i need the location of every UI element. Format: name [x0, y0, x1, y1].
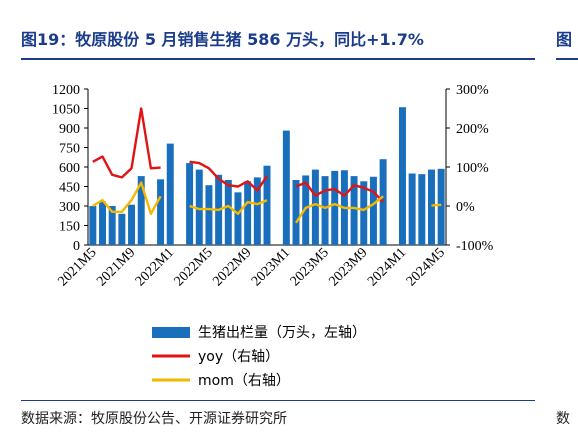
x-tick-label: 2023M1 [249, 245, 293, 289]
bar [321, 176, 329, 245]
bar [234, 192, 242, 245]
bar [418, 174, 426, 245]
mom-line [92, 181, 162, 216]
yoy-line [189, 160, 268, 192]
bar [302, 175, 310, 245]
bar [108, 206, 116, 245]
mom-line [294, 195, 384, 224]
bar [195, 169, 203, 245]
left-tick-label: 150 [59, 220, 80, 235]
mom-line [189, 199, 268, 216]
bar [311, 169, 319, 245]
bar [205, 185, 213, 245]
bar [118, 213, 126, 245]
x-tick-label: 2024M1 [365, 245, 409, 289]
bar [263, 165, 271, 245]
bar [166, 143, 174, 245]
source-rule [21, 400, 535, 401]
title-rule [21, 58, 535, 60]
bar [244, 181, 252, 245]
left-tick-label: 0 [73, 239, 80, 254]
legend-label: yoy（右轴） [198, 349, 279, 365]
right-tick-label: -100% [456, 239, 494, 254]
mom-line [431, 203, 442, 207]
source-note: 数据来源：牧原股份公告、开源证券研究所 [21, 411, 287, 427]
plot-area: 0 150 300 450 600 750 900 1050 1200 -100% 0% 100% 20… [52, 83, 494, 289]
legend-label: mom（右轴） [198, 373, 290, 389]
bar [428, 169, 435, 245]
right-tick-label: 200% [456, 122, 489, 137]
bar [186, 163, 194, 245]
left-tick-label: 1200 [52, 83, 80, 98]
bar [282, 130, 290, 245]
yoy-line [295, 181, 384, 203]
x-tick-label: 2022M1 [133, 245, 177, 289]
x-tick-label: 2023M5 [288, 245, 332, 289]
chart-title: 图19：牧原股份 5 月销售生猪 586 万头，同比+1.7% [21, 30, 424, 49]
legend: 生猪出栏量（万头，左轴） yoy（右轴） mom（右轴） [152, 325, 366, 389]
bar [408, 173, 416, 245]
left-tick-label: 600 [59, 161, 80, 176]
next-panel-rule [556, 58, 578, 60]
right-tick-label: 300% [456, 83, 489, 98]
bar [369, 176, 377, 245]
bar [292, 180, 300, 245]
bar [331, 170, 339, 245]
next-panel-source: 数 [556, 411, 570, 427]
left-tick-label: 1050 [52, 103, 80, 118]
left-tick-label: 900 [59, 122, 80, 137]
bar [253, 177, 261, 245]
right-tick-label: 0% [456, 200, 475, 215]
bar [89, 206, 97, 245]
x-tick-label: 2022M9 [210, 245, 254, 289]
bar [128, 204, 136, 245]
bar [398, 107, 406, 245]
bar [360, 181, 368, 245]
legend-label: 生猪出栏量（万头，左轴） [198, 325, 366, 341]
bar [379, 159, 387, 245]
bar [437, 168, 445, 245]
bar [157, 179, 165, 245]
left-tick-label: 450 [59, 181, 80, 196]
chart-svg: 0 150 300 450 600 750 900 1050 1200 -100% 0% 100% 20… [52, 83, 494, 389]
x-tick-label: 2023M9 [326, 245, 370, 289]
left-tick-label: 300 [59, 200, 80, 215]
bar [224, 180, 232, 245]
yoy-line [92, 107, 161, 179]
next-panel-title: 图 [556, 30, 573, 49]
x-tick-label: 2024M5 [404, 245, 448, 289]
bar [137, 176, 145, 245]
x-tick-label: 2022M5 [172, 245, 216, 289]
right-tick-label: 100% [456, 161, 489, 176]
bar [350, 176, 358, 245]
x-tick-label: 2021M9 [94, 245, 138, 289]
bar [99, 201, 106, 245]
left-tick-label: 750 [59, 142, 80, 157]
legend-swatch-bar [152, 327, 190, 338]
